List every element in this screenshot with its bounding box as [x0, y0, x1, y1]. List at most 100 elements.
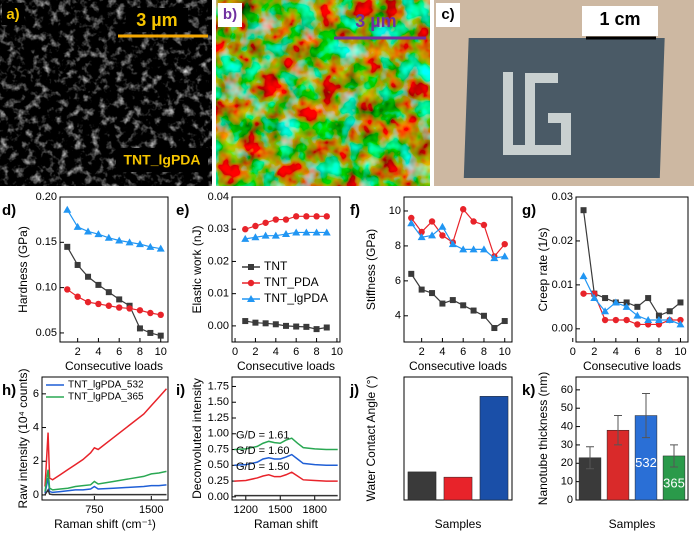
- marker: [135, 240, 144, 248]
- y-tick-label: 0.00: [552, 323, 573, 335]
- x-tick-label: 1500: [139, 504, 163, 516]
- marker: [439, 232, 446, 239]
- x-tick-label: 1200: [234, 504, 258, 516]
- y-axis-label: Elastic work (nJ): [190, 225, 204, 313]
- marker: [580, 290, 587, 297]
- y-tick-label: 0.00: [208, 491, 229, 503]
- plot-frame: [231, 196, 341, 343]
- plot-frame: [403, 196, 513, 343]
- panel-letter: f): [350, 202, 360, 219]
- x-tick-label: 8: [314, 346, 320, 358]
- marker: [623, 316, 630, 324]
- series-line: [66, 209, 161, 250]
- marker: [677, 316, 684, 324]
- marker: [313, 213, 320, 220]
- marker: [500, 252, 509, 260]
- marker: [157, 311, 164, 319]
- scale-label: 3 µm: [355, 11, 396, 31]
- plot-frame: [59, 196, 169, 343]
- x-tick-label: 4: [273, 346, 279, 358]
- marker: [579, 272, 588, 280]
- panel-letter: c): [441, 6, 454, 23]
- y-tick-label: 0.03: [552, 191, 573, 203]
- marker: [157, 332, 164, 339]
- series-line: [410, 222, 505, 259]
- legend-label: TNT_lgPDA_365: [68, 392, 144, 403]
- y-tick-label: 0.01: [208, 288, 229, 300]
- marker: [104, 233, 113, 241]
- marker: [272, 321, 279, 328]
- marker: [612, 316, 620, 324]
- y-tick-label: 4: [33, 421, 39, 433]
- marker: [105, 289, 112, 296]
- marker: [74, 261, 81, 268]
- y-axis-label: Stiffness (GPa): [364, 229, 378, 310]
- y-tick-label: 20: [561, 457, 573, 469]
- marker: [312, 228, 321, 236]
- plot-frame: [575, 376, 689, 501]
- marker: [469, 245, 478, 253]
- panel-letter: i): [176, 382, 185, 399]
- marker: [470, 307, 477, 314]
- marker: [115, 304, 123, 311]
- legend-label: TNT_lgPDA: [264, 291, 328, 305]
- panel-letter: e): [176, 202, 189, 219]
- series-line: [44, 477, 167, 494]
- marker: [677, 299, 684, 306]
- series-line: [234, 471, 338, 482]
- marker: [418, 286, 425, 293]
- marker: [147, 329, 154, 336]
- series-line: [66, 288, 161, 316]
- marker: [282, 216, 290, 223]
- series-line: [44, 388, 168, 487]
- error-bar: [642, 393, 650, 439]
- marker: [408, 214, 415, 222]
- marker: [292, 213, 300, 220]
- marker: [248, 264, 254, 270]
- series-line: [44, 469, 167, 492]
- series-line: [410, 208, 506, 258]
- marker: [303, 323, 310, 330]
- y-tick-label: 10: [561, 476, 573, 488]
- marker: [73, 222, 82, 230]
- marker: [480, 221, 488, 229]
- y-tick-label: 0.25: [208, 475, 229, 487]
- legend-label: TNT_PDA: [264, 275, 319, 289]
- x-tick-label: 6: [634, 346, 640, 358]
- x-tick-label: 6: [116, 346, 122, 358]
- marker: [262, 219, 269, 226]
- marker: [622, 302, 631, 310]
- marker: [676, 320, 685, 328]
- marker: [251, 233, 260, 241]
- bar-label: 365: [663, 475, 685, 490]
- y-axis-label: Hardness (GPa): [16, 226, 30, 313]
- x-tick-label: 6: [293, 346, 299, 358]
- marker: [601, 316, 609, 324]
- y-tick-label: 60: [561, 384, 573, 396]
- marker: [283, 322, 289, 329]
- marker: [645, 295, 652, 302]
- marker: [64, 243, 71, 250]
- y-tick-label: 0.50: [208, 459, 229, 471]
- bar: [479, 396, 509, 501]
- error-bar: [614, 415, 622, 446]
- marker: [448, 240, 457, 248]
- marker: [408, 270, 415, 277]
- marker: [125, 238, 134, 246]
- marker: [655, 312, 662, 319]
- marker: [146, 242, 155, 250]
- legend-label: TNT: [264, 259, 288, 273]
- y-tick-label: 0: [567, 494, 573, 506]
- marker: [665, 316, 674, 324]
- panel-letter: h): [2, 382, 16, 399]
- marker: [63, 205, 72, 213]
- series-line: [582, 210, 681, 317]
- marker: [634, 303, 641, 310]
- y-tick-label: 0.04: [208, 191, 229, 203]
- panel-letter: b): [223, 6, 237, 23]
- x-tick-label: 2: [75, 346, 81, 358]
- marker: [480, 312, 487, 319]
- marker: [261, 231, 270, 239]
- marker: [126, 305, 133, 312]
